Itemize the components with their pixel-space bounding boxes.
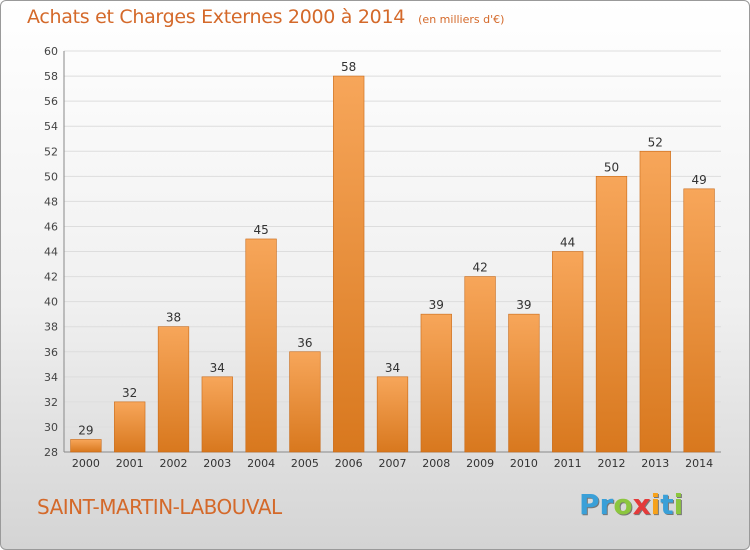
bar-2009 (464, 276, 496, 453)
bar-value-label: 44 (560, 236, 575, 250)
x-tick-label: 2009 (466, 457, 494, 470)
y-tick-label: 32 (44, 396, 58, 409)
bar-value-label: 38 (166, 311, 181, 325)
bar-value-label: 36 (297, 336, 312, 350)
x-tick-label: 2014 (685, 457, 713, 470)
x-tick-label: 2013 (641, 457, 669, 470)
x-tick-label: 2005 (291, 457, 319, 470)
chart-unit: (en milliers d'€) (418, 13, 505, 26)
bar-value-label: 52 (648, 135, 663, 149)
x-tick-label: 2006 (335, 457, 363, 470)
bar-2012 (595, 176, 628, 453)
y-tick-label: 30 (44, 421, 58, 434)
city-name: SAINT-MARTIN-LABOUVAL (37, 495, 282, 519)
bar-2013 (639, 150, 671, 453)
y-tick-label: 60 (44, 45, 58, 58)
y-tick-label: 58 (44, 70, 58, 83)
bar-2004 (245, 238, 277, 453)
chart-title: Achats et Charges Externes 2000 à 2014 (27, 6, 406, 28)
x-tick-label: 2011 (554, 457, 582, 470)
bar-value-label: 39 (429, 298, 444, 312)
x-tick-label: 2003 (203, 457, 231, 470)
y-tick-label: 52 (44, 145, 58, 158)
bar-2008 (420, 313, 452, 453)
bar-value-label: 29 (78, 423, 93, 437)
bar-2010 (508, 313, 540, 453)
x-tick-label: 2002 (160, 457, 188, 470)
x-tick-label: 2007 (379, 457, 407, 470)
y-tick-label: 50 (44, 170, 58, 183)
y-tick-label: 34 (44, 371, 58, 384)
proxiti-logo: Proxiti (579, 488, 684, 521)
bar-value-label: 58 (341, 60, 356, 74)
bar-value-label: 45 (253, 223, 268, 237)
x-tick-label: 2001 (116, 457, 144, 470)
x-tick-label: 2000 (72, 457, 100, 470)
bar-2003 (201, 376, 233, 453)
bar-value-label: 49 (691, 173, 706, 187)
y-tick-label: 36 (44, 346, 58, 359)
x-tick-label: 2004 (247, 457, 275, 470)
bar-value-label: 50 (604, 160, 619, 174)
y-tick-label: 48 (44, 195, 58, 208)
y-tick-label: 54 (44, 120, 58, 133)
y-tick-label: 46 (44, 220, 58, 233)
bar-value-label: 34 (210, 361, 225, 375)
x-tick-label: 2008 (422, 457, 450, 470)
y-tick-label: 56 (44, 95, 58, 108)
y-tick-label: 38 (44, 321, 58, 334)
bar-2000 (70, 439, 102, 453)
y-tick-label: 28 (44, 446, 58, 459)
bar-2011 (552, 251, 584, 453)
bar-2005 (289, 351, 321, 453)
chart-header: Achats et Charges Externes 2000 à 2014 (… (27, 6, 504, 28)
x-tick-label: 2012 (598, 457, 626, 470)
bar-2001 (114, 401, 146, 453)
bar-value-label: 34 (385, 361, 400, 375)
bar-2014 (683, 188, 715, 453)
y-tick-label: 40 (44, 296, 58, 309)
bar-value-label: 32 (122, 386, 137, 400)
bar-2006 (333, 75, 365, 453)
y-tick-label: 42 (44, 271, 58, 284)
bar-value-label: 42 (472, 261, 487, 275)
bar-2002 (157, 326, 190, 453)
bar-value-label: 39 (516, 298, 531, 312)
y-tick-label: 44 (44, 246, 58, 259)
bar-2007 (376, 376, 409, 453)
x-tick-label: 2010 (510, 457, 538, 470)
